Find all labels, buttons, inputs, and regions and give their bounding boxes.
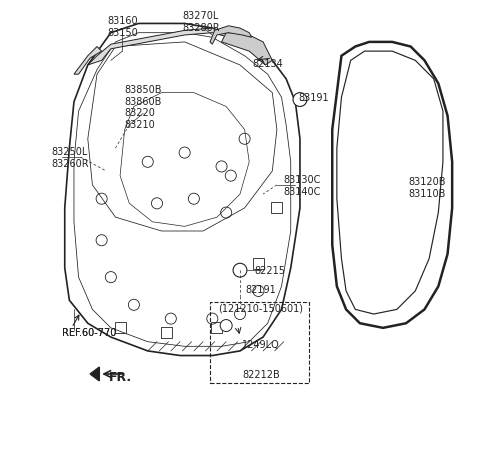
Text: 83850B
83860B
83220
83210: 83850B 83860B 83220 83210 [124,85,162,130]
Text: 83130C
83140C: 83130C 83140C [284,175,321,196]
Text: 82215: 82215 [254,266,286,275]
Text: (121210-150601): (121210-150601) [218,302,303,313]
Text: 83160
83150: 83160 83150 [107,16,138,38]
Bar [211,323,222,334]
Text: 82212B: 82212B [242,369,280,379]
Text: 83120B
83110B: 83120B 83110B [408,177,445,199]
Polygon shape [74,47,102,75]
Text: 82191: 82191 [245,284,276,294]
Circle shape [293,94,307,107]
Bar [161,327,172,338]
Bar [253,258,264,269]
Polygon shape [88,29,254,66]
Text: REF.60-770: REF.60-770 [62,328,117,338]
Polygon shape [222,34,272,66]
Text: FR.: FR. [108,370,132,383]
Text: REF.60-770: REF.60-770 [62,328,117,338]
Text: 1249LQ: 1249LQ [242,339,280,349]
Text: 83191: 83191 [299,93,329,103]
Text: 82134: 82134 [252,58,283,69]
Bar [115,323,126,334]
Text: 83270L
83280R: 83270L 83280R [182,11,220,33]
Bar [271,203,282,214]
Polygon shape [90,367,99,381]
Text: 83250L
83260R: 83250L 83260R [51,147,88,169]
Circle shape [220,320,232,332]
Circle shape [233,264,247,277]
Polygon shape [210,27,252,45]
